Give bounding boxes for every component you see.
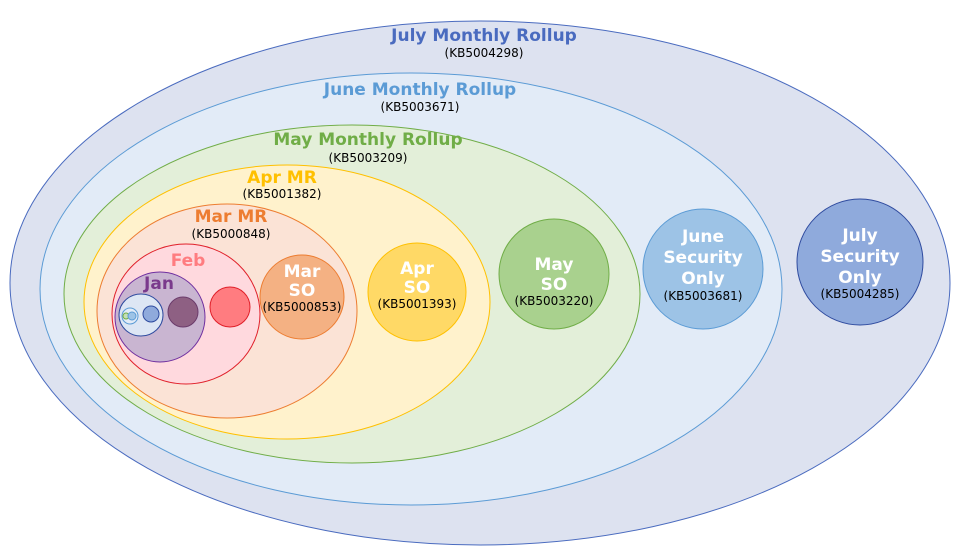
july-so-line1: July <box>841 226 877 246</box>
may-so-line1: May <box>535 255 574 275</box>
apr-mr-title: Apr MR <box>247 168 317 188</box>
may-so-kb: (KB5003220) <box>515 294 594 308</box>
may-so-circle <box>498 218 610 330</box>
mar-so-circle <box>259 254 345 340</box>
apr-so-circle <box>367 242 467 342</box>
jan-inner-circle <box>118 293 164 337</box>
july-so-kb: (KB5004285) <box>821 287 900 301</box>
jan-blue-circle <box>142 305 160 323</box>
apr-mr-kb: (KB5001382) <box>243 187 322 201</box>
july-mr-kb: (KB5004298) <box>445 46 524 60</box>
mar-so-line2: SO <box>289 281 316 301</box>
july-mr-title: July Monthly Rollup <box>390 26 577 46</box>
jan-title: Jan <box>143 274 174 294</box>
apr-so-kb: (KB5001393) <box>378 297 457 311</box>
feb-so-circle <box>209 286 251 328</box>
mar-mr-kb: (KB5000848) <box>192 227 271 241</box>
june-so-line2: Security <box>663 248 742 268</box>
june-so-circle <box>642 208 764 330</box>
apr-so-line2: SO <box>404 278 431 298</box>
feb-title: Feb <box>171 251 206 271</box>
june-mr-kb: (KB5003671) <box>381 100 460 114</box>
jan-tiny-blue-dot <box>127 311 137 321</box>
mar-mr-title: Mar MR <box>195 207 268 227</box>
june-so-kb: (KB5003681) <box>664 289 743 303</box>
may-so-line2: SO <box>541 275 568 295</box>
june-so-line1: June <box>681 227 724 247</box>
apr-so-line1: Apr <box>400 259 434 279</box>
may-mr-title: May Monthly Rollup <box>273 130 462 150</box>
june-so-line3: Only <box>681 269 724 289</box>
june-mr-title: June Monthly Rollup <box>323 80 516 100</box>
may-mr-kb: (KB5003209) <box>329 151 408 165</box>
july-so-line2: Security <box>820 247 899 267</box>
jan-purple-circle <box>167 296 199 328</box>
mar-so-line1: Mar <box>284 262 321 282</box>
mar-so-kb: (KB5000853) <box>263 300 342 314</box>
july-so-line3: Only <box>838 268 881 288</box>
july-so-circle <box>796 198 924 326</box>
